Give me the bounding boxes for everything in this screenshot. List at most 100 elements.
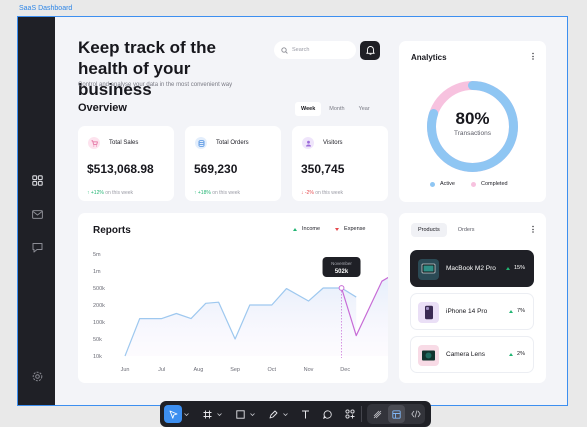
stat-label: Total Sales xyxy=(109,140,139,146)
x-tick-label: Jun xyxy=(121,367,130,373)
x-tick-label: Jul xyxy=(158,367,165,373)
search-input[interactable] xyxy=(288,47,352,53)
transactions-donut xyxy=(427,81,518,172)
text-icon[interactable] xyxy=(296,405,314,423)
components-icon[interactable] xyxy=(341,405,359,423)
phone-icon xyxy=(418,302,439,323)
notifications-button[interactable] xyxy=(360,41,380,60)
legend-expense[interactable]: Expense xyxy=(335,226,365,232)
x-tick-label: Oct xyxy=(268,367,277,373)
legend-completed: Completed xyxy=(470,181,508,187)
design-mode-icon[interactable] xyxy=(388,405,405,423)
product-item[interactable]: iPhone 14 Pro 7% xyxy=(410,293,534,330)
move-icon[interactable] xyxy=(164,405,182,423)
grid-icon[interactable] xyxy=(31,174,43,186)
y-tick-label: 500k xyxy=(93,286,105,292)
product-change: 2% xyxy=(509,351,525,357)
chevron-down-icon[interactable] xyxy=(249,405,256,423)
tooltip-value: 502k xyxy=(335,269,349,275)
dot-icon xyxy=(430,181,435,187)
product-item[interactable]: MacBook M2 Pro 15% xyxy=(410,250,534,287)
products-tabs: Products Orders xyxy=(411,223,482,237)
product-item[interactable]: Camera Lens 2% xyxy=(410,336,534,373)
cart-icon xyxy=(88,137,100,149)
change-note: on this week xyxy=(212,190,241,196)
pen-icon[interactable] xyxy=(264,405,282,423)
more-options-icon[interactable]: ⋮ xyxy=(529,225,537,234)
triangle-down-icon xyxy=(335,227,340,231)
change-percent: -2% xyxy=(304,190,314,196)
rectangle-icon[interactable] xyxy=(231,405,249,423)
product-name: MacBook M2 Pro xyxy=(446,265,496,272)
arrow-up-icon: ↑ xyxy=(87,190,90,196)
tab-year[interactable]: Year xyxy=(358,106,370,112)
stat-label: Total Orders xyxy=(216,140,249,146)
settings-icon[interactable] xyxy=(31,370,43,382)
product-change: 7% xyxy=(509,308,525,314)
expense-line xyxy=(340,276,388,337)
legend-completed-label: Completed xyxy=(480,181,508,187)
search-box[interactable] xyxy=(274,41,356,59)
code-icon[interactable] xyxy=(407,405,424,423)
more-options-icon[interactable]: ⋮ xyxy=(529,52,537,61)
stat-card-total-sales[interactable]: Total Sales $513,068.98 ↑ +12% on this w… xyxy=(78,126,174,201)
triangle-up-icon xyxy=(505,266,510,270)
chevron-down-icon[interactable] xyxy=(183,405,190,423)
laptop-icon xyxy=(418,259,439,280)
camera-lens-icon xyxy=(418,345,439,366)
stat-card-total-orders[interactable]: Total Orders 569,230 ↑ +18% on this week xyxy=(185,126,281,201)
income-line xyxy=(124,287,357,357)
stat-change: ↓ -2% on this week xyxy=(301,190,343,196)
reports-card: 5m 1m 500k 200k 100k 50k 10k Jun Jul Aug Sep Oct Nov… xyxy=(78,213,388,383)
x-tick-label: Dec xyxy=(340,367,350,373)
stat-card-visitors[interactable]: Visitors 350,745 ↓ -2% on this week xyxy=(292,126,388,201)
tab-week[interactable]: Week xyxy=(295,102,322,116)
tab-orders[interactable]: Orders xyxy=(457,227,475,233)
legend-income[interactable]: Income xyxy=(293,226,320,232)
frame-label[interactable]: SaaS Dashboard xyxy=(19,5,73,12)
triangle-up-icon xyxy=(509,309,514,313)
tab-month[interactable]: Month xyxy=(329,106,345,112)
chat-icon[interactable] xyxy=(31,241,43,253)
chart-legend: Income Expense xyxy=(293,226,365,232)
mode-group xyxy=(367,404,425,424)
tooltip-label: November xyxy=(331,261,352,266)
x-tick-label: Aug xyxy=(194,367,204,373)
legend-active: Active xyxy=(430,181,455,187)
triangle-up-icon xyxy=(509,352,514,356)
comment-icon[interactable] xyxy=(318,405,336,423)
product-change: 15% xyxy=(505,265,525,271)
change-note: on this week xyxy=(105,190,134,196)
reports-chart: 5m 1m 500k 200k 100k 50k 10k Jun Jul Aug Sep Oct Nov… xyxy=(93,252,388,373)
y-tick-label: 200k xyxy=(93,303,105,309)
stat-value: 569,230 xyxy=(194,162,238,176)
stat-change: ↑ +12% on this week xyxy=(87,190,133,196)
dashboard-frame: Keep track of the health of your busines… xyxy=(17,16,568,406)
main-content: Keep track of the health of your busines… xyxy=(55,17,567,405)
donut-active-arc xyxy=(427,81,518,172)
change-percent: +12% xyxy=(90,190,104,196)
chevron-down-icon[interactable] xyxy=(282,405,289,423)
product-change-value: 15% xyxy=(513,265,525,271)
search-icon xyxy=(281,41,288,59)
x-tick-label: Nov xyxy=(304,367,314,373)
mail-icon[interactable] xyxy=(31,208,43,220)
change-note: on this week xyxy=(315,190,343,196)
y-tick-label: 10k xyxy=(93,354,102,360)
product-name: iPhone 14 Pro xyxy=(446,308,488,315)
highlight-point xyxy=(338,285,345,291)
chevron-down-icon[interactable] xyxy=(216,405,223,423)
products-card: Products Orders ⋮ MacBook M2 Pro 15% iPh… xyxy=(399,213,546,383)
product-name: Camera Lens xyxy=(446,351,486,358)
analytics-legend: Active Completed xyxy=(430,181,508,187)
design-toolbar xyxy=(160,401,431,427)
dot-icon xyxy=(470,181,476,187)
chart-tooltip xyxy=(322,257,361,277)
draw-icon[interactable] xyxy=(369,405,386,423)
stat-value: 350,745 xyxy=(301,162,345,176)
tab-products[interactable]: Products xyxy=(411,223,447,237)
frame-icon[interactable] xyxy=(198,405,216,423)
chart-area-fill xyxy=(125,277,388,356)
y-tick-label: 50k xyxy=(93,337,102,343)
analytics-title: Analytics xyxy=(411,53,447,62)
